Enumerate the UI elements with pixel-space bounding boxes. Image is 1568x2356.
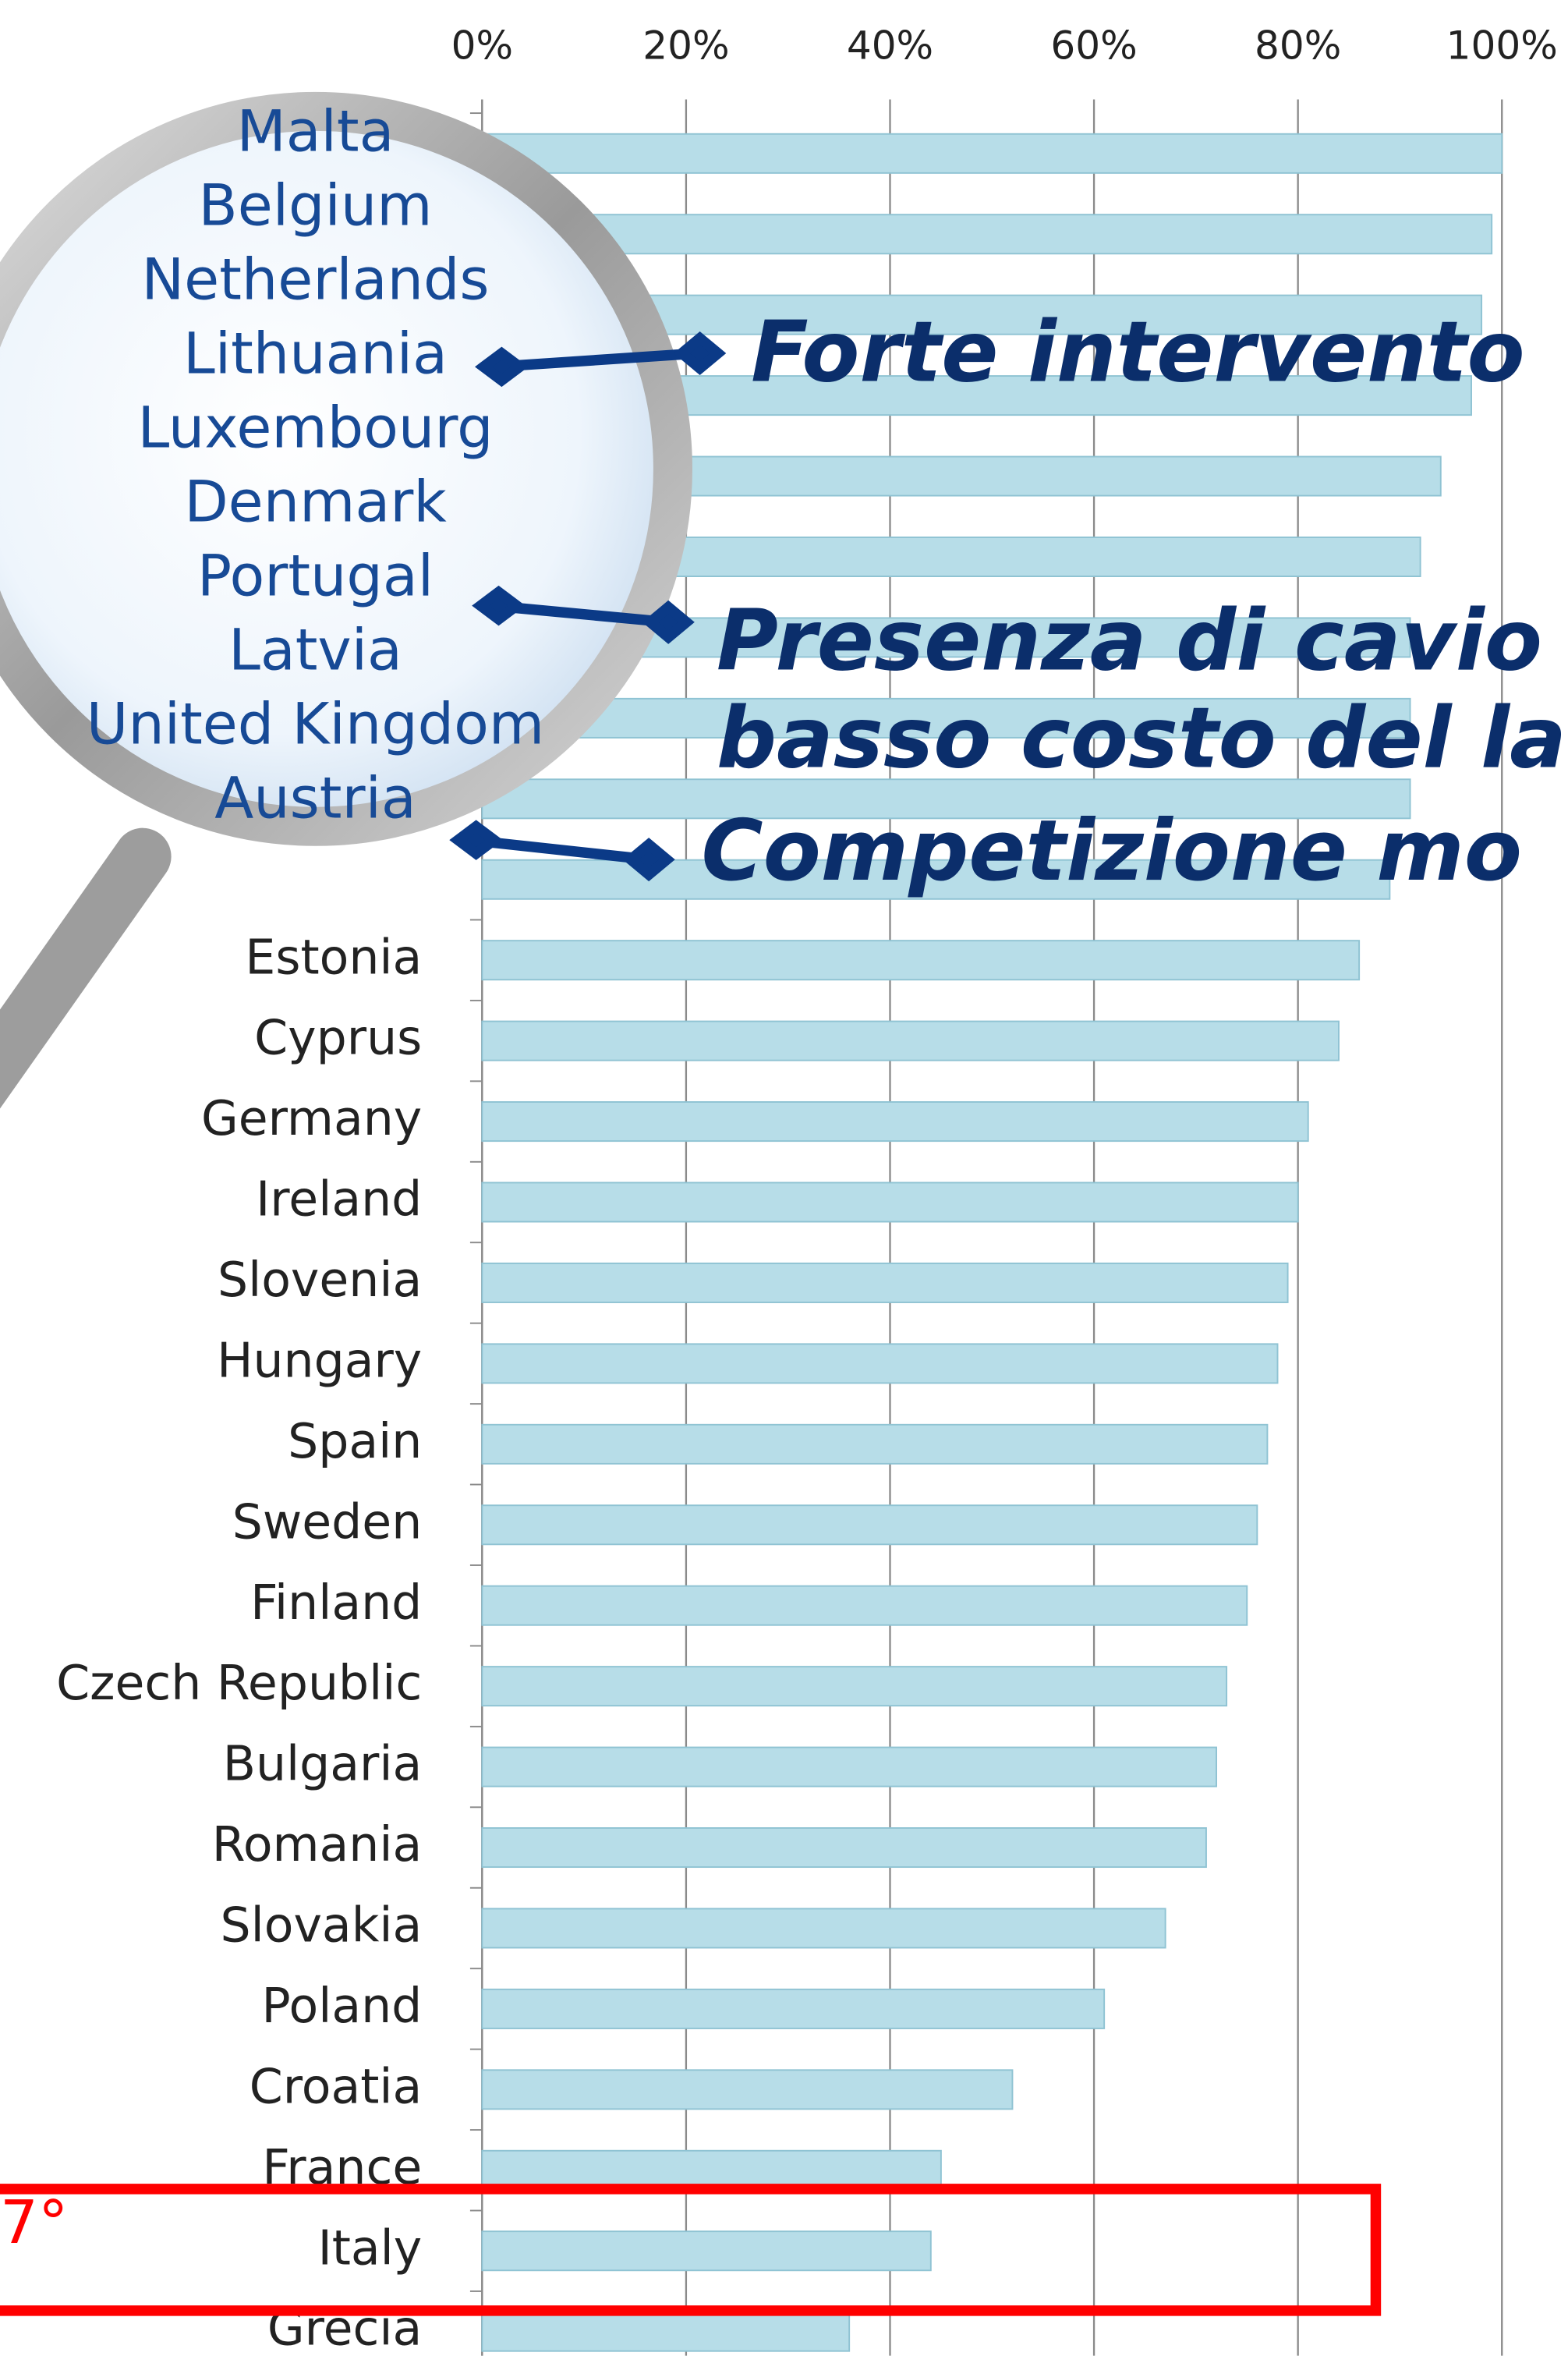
bar	[481, 214, 1493, 255]
bar	[481, 1746, 1217, 1787]
y-tick-label: United Kingdom	[87, 691, 544, 757]
y-tick-label: Bulgaria	[223, 1736, 423, 1792]
rank-label: 7°	[0, 2188, 69, 2258]
bar	[481, 1908, 1166, 1949]
bar	[481, 1262, 1289, 1303]
x-tick-label: 80%	[1255, 23, 1341, 68]
y-tick-label: Slovenia	[218, 1252, 422, 1308]
magnifier	[0, 91, 692, 1109]
y-tick-label: Netherlands	[141, 247, 489, 314]
y-tick-label: Poland	[262, 1978, 423, 2034]
y-tick-label: Romania	[212, 1816, 423, 1872]
x-tick-label: 20%	[642, 23, 729, 68]
y-tick-label: Lithuania	[183, 321, 448, 388]
y-tick-label: Estonia	[245, 929, 422, 985]
labels: 0% 20% 40% 60% 80% 100% Malta Belgium Netherland…	[56, 23, 1558, 2356]
bar	[481, 1988, 1106, 2029]
bar	[481, 1182, 1299, 1223]
annotation: Competizione mo	[702, 802, 1522, 900]
bar	[481, 2069, 1014, 2110]
y-tick-label: Italy	[318, 2220, 423, 2276]
y-tick-label: Belgium	[198, 173, 432, 239]
x-tick-label: 40%	[847, 23, 933, 68]
annotation: basso costo del la	[717, 690, 1566, 788]
bar	[481, 2149, 942, 2191]
x-tick-label: 0%	[451, 23, 513, 68]
highlight-box	[0, 2184, 1382, 2316]
bar	[481, 940, 1361, 981]
bar	[481, 697, 1411, 739]
y-tick-label: Ireland	[256, 1171, 422, 1228]
bar	[481, 1827, 1207, 1869]
bar	[481, 2230, 932, 2272]
y-tick-label: Croatia	[250, 2058, 423, 2114]
y-tick-label: Malta	[237, 99, 395, 165]
bar	[481, 1423, 1269, 1465]
bar	[481, 1020, 1340, 1061]
y-tick-label: Sweden	[232, 1493, 423, 1550]
bar	[481, 1101, 1309, 1143]
arrows	[449, 331, 727, 882]
y-tick-label: Czech Republic	[56, 1655, 422, 1711]
x-tick-label: 60%	[1050, 23, 1137, 68]
y-tick-label: Denmark	[184, 469, 447, 536]
bar	[481, 1343, 1279, 1384]
bars	[481, 133, 1503, 2352]
bar	[481, 778, 1411, 820]
annotation: Presenza di cavio	[717, 592, 1542, 689]
y-tick-label: Austria	[214, 765, 416, 831]
y-tick-label: Portugal	[197, 543, 434, 609]
bar	[481, 1585, 1248, 1626]
y-tick-label: Spain	[288, 1413, 422, 1469]
y-tick-label: Luxembourg	[137, 395, 493, 462]
annotation: Forte intervento	[751, 304, 1524, 402]
y-tick-label: Hungary	[217, 1332, 422, 1388]
y-tick-label: Cyprus	[254, 1010, 422, 1066]
y-tick-label: Slovakia	[221, 1897, 423, 1954]
bar	[481, 133, 1503, 174]
bar	[481, 1504, 1258, 1546]
y-tick-label: Latvia	[228, 617, 402, 683]
bar	[481, 1666, 1228, 1707]
y-tick-label: Germany	[201, 1090, 422, 1146]
x-tick-label: 100%	[1446, 23, 1558, 68]
y-tick-label: Finland	[250, 1575, 422, 1631]
bar	[481, 2311, 851, 2352]
